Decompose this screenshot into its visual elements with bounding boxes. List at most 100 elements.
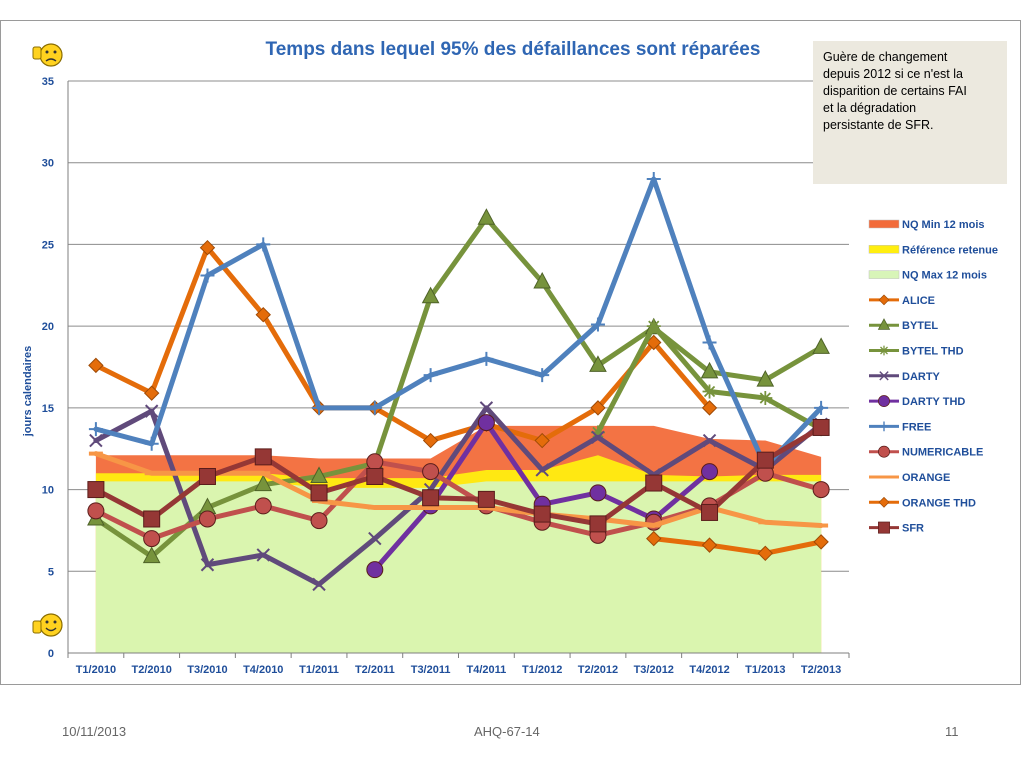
data-point-bytel-thd [758, 391, 773, 406]
legend-item: ORANGE [869, 472, 950, 484]
data-point-free [814, 400, 829, 415]
data-point-free [367, 400, 382, 415]
data-point-sfr [254, 448, 272, 466]
data-point-alice [534, 432, 550, 449]
x-tick-label: T2/2011 [355, 664, 395, 676]
series-line [93, 215, 824, 560]
data-point-free [200, 268, 215, 283]
data-point-numericable [143, 530, 161, 548]
data-point-orange [758, 520, 773, 525]
data-point-free [479, 351, 494, 366]
data-point-bytel [310, 466, 328, 483]
x-tick-label: T1/2011 [299, 664, 339, 676]
legend: NQ Min 12 mois Référence retenue NQ Max 12… [868, 219, 998, 535]
x-tick-label: T3/2010 [187, 664, 227, 676]
data-point-darty-thd [878, 395, 890, 408]
legend-label: FREE [902, 421, 931, 433]
data-point-sfr [310, 484, 328, 502]
data-point-bytel [477, 208, 496, 225]
legend-item: NUMERICABLE [869, 445, 983, 459]
data-point-free [88, 422, 103, 437]
legend-swatch [868, 219, 900, 229]
data-point-sfr [533, 505, 551, 523]
data-point-numericable [812, 481, 830, 499]
y-tick-label: 5 [48, 566, 54, 578]
legend-item: ORANGE THD [869, 496, 976, 509]
y-tick-label: 30 [42, 158, 54, 170]
footer-page-number: 11 [945, 724, 959, 739]
y-tick-label: 15 [42, 403, 54, 415]
series-sfr [87, 418, 830, 533]
data-point-darty-thd [477, 414, 495, 432]
data-point-orange-thd [701, 537, 718, 553]
data-point-alice [143, 385, 160, 401]
legend-item: ALICE [869, 294, 935, 307]
data-point-orange [144, 471, 159, 476]
legend-item: NQ Min 12 mois [868, 219, 985, 231]
y-tick-label: 25 [42, 239, 54, 251]
data-point-bytel [700, 361, 719, 379]
data-point-sfr [366, 467, 384, 485]
x-tick-label: T3/2012 [634, 664, 674, 676]
series-line [93, 176, 824, 470]
data-point-numericable [422, 463, 440, 481]
legend-label: DARTY [902, 371, 941, 383]
data-point-darty [479, 401, 494, 415]
data-point-bytel [812, 337, 830, 354]
data-point-sfr [645, 474, 663, 492]
data-point-free [312, 400, 327, 415]
data-point-free [646, 172, 661, 187]
data-point-bytel [877, 318, 891, 330]
footer-date: 10/11/2013 [62, 724, 127, 739]
series-line [93, 405, 824, 587]
x-tick-label: T2/2010 [131, 664, 171, 676]
legend-label: NQ Min 12 mois [902, 219, 985, 231]
data-point-bytel-thd [879, 345, 889, 356]
data-point-darty-thd [589, 484, 607, 502]
data-point-orange [88, 451, 103, 456]
x-tick-label: T1/2012 [522, 664, 562, 676]
data-point-darty [200, 558, 215, 572]
thumbs-down-smiley-icon [32, 43, 63, 67]
annotation-line: persistante de SFR. [823, 118, 934, 132]
data-point-free [144, 436, 159, 451]
series-orange-thd [646, 530, 829, 562]
x-tick-label: T4/2012 [689, 664, 729, 676]
data-point-orange-thd [878, 496, 890, 508]
data-point-bytel [589, 355, 607, 372]
series-free [88, 172, 829, 474]
data-point-darty [591, 430, 605, 444]
data-point-bytel-thd [646, 319, 661, 334]
annotation-box: Guère de changement depuis 2012 si ce n'… [813, 41, 1007, 184]
data-point-alice [422, 432, 439, 449]
data-point-darty [535, 463, 549, 477]
data-point-free [590, 317, 605, 332]
data-point-sfr [589, 515, 607, 533]
series-line [93, 245, 713, 444]
legend-label: BYTEL THD [902, 346, 964, 358]
legend-label: ALICE [902, 295, 935, 307]
y-tick-label: 20 [42, 321, 54, 333]
data-point-orange [814, 523, 829, 528]
data-point-alice [590, 400, 606, 416]
data-point-alice [88, 357, 104, 374]
data-point-free [879, 421, 889, 432]
data-point-darty [144, 404, 159, 418]
legend-item: FREE [869, 421, 931, 433]
data-point-sfr [812, 418, 830, 436]
x-tick-label: T4/2010 [243, 664, 283, 676]
chart-title: Temps dans lequel 95% des défaillances s… [266, 39, 761, 60]
annotation-line: depuis 2012 si ce n'est la [823, 67, 963, 81]
data-point-alice [878, 294, 890, 306]
data-point-sfr [143, 510, 161, 528]
footer-reference: AHQ-67-14 [474, 724, 540, 739]
data-point-numericable [366, 453, 384, 471]
annotation-line: Guère de changement [823, 50, 948, 64]
axes: 0 5 10 15 20 25 30 35 T1/2010 T2/2010 T3/2010 T4/20… [42, 76, 850, 676]
series-line [651, 536, 824, 556]
y-axis-label: jours calendaires [22, 346, 34, 438]
y-tick-label: 10 [42, 485, 54, 497]
data-point-orange [879, 475, 889, 479]
x-tick-label: T2/2012 [578, 664, 618, 676]
y-tick-label: 0 [48, 648, 54, 660]
